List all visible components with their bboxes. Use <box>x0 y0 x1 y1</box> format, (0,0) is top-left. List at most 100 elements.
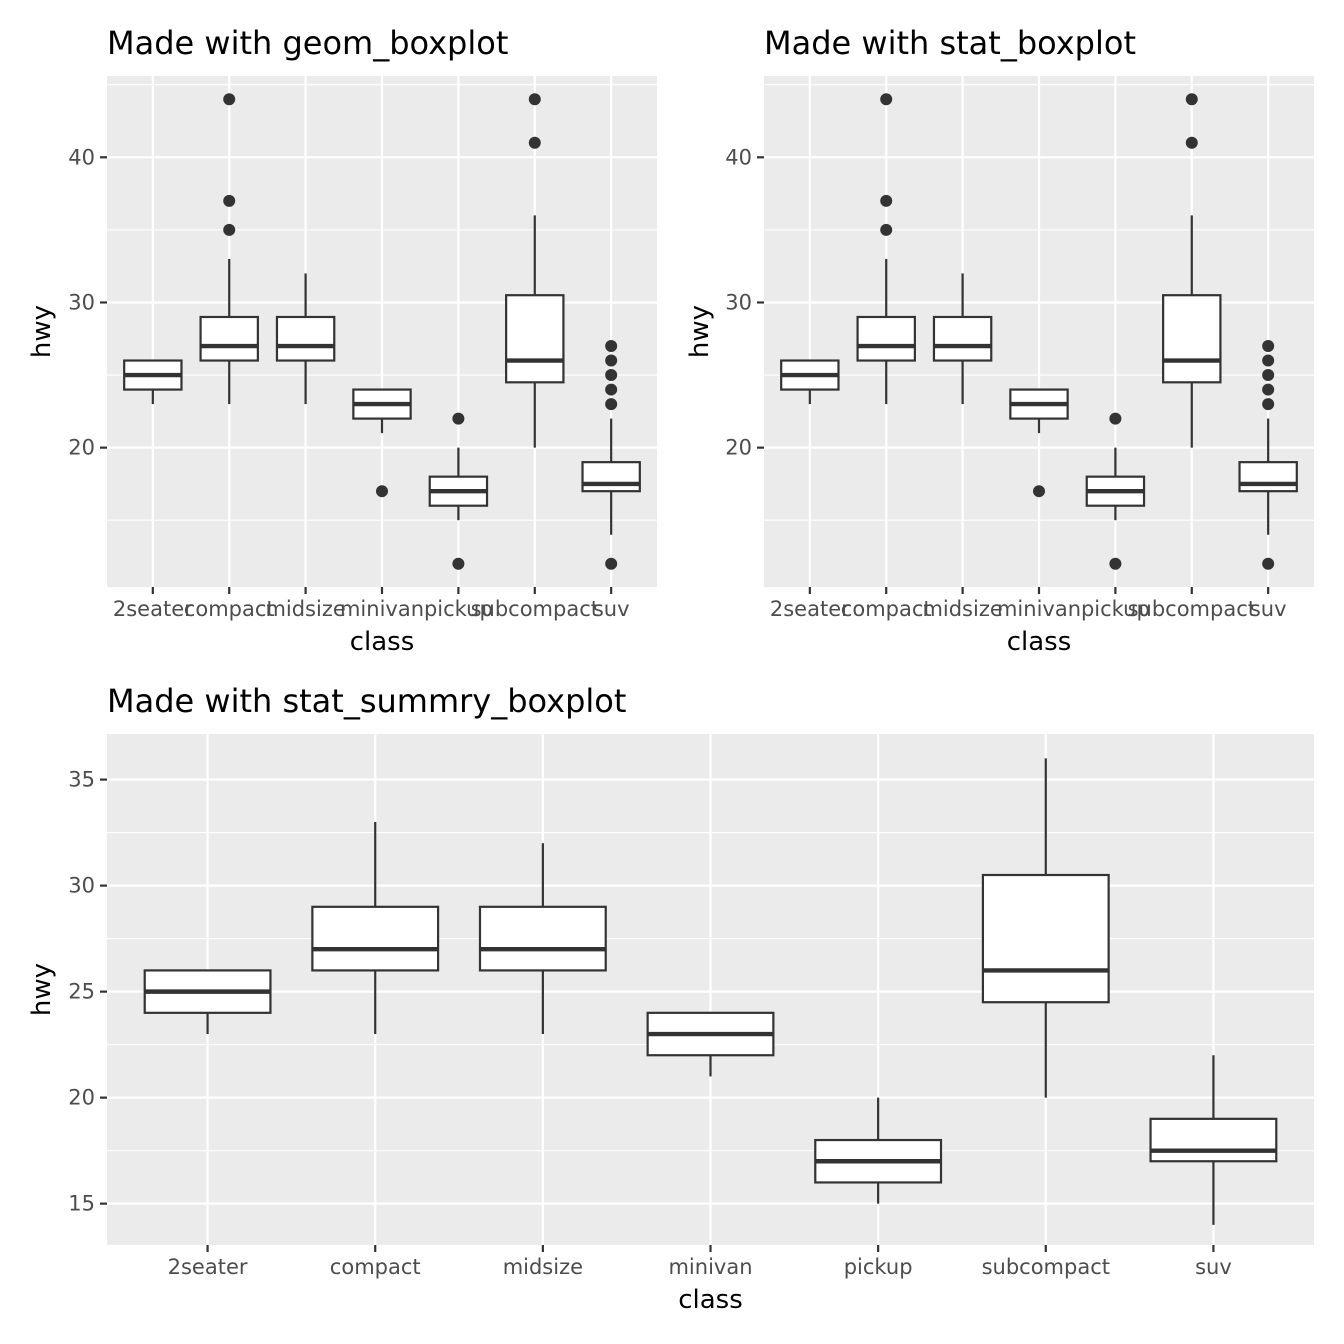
chart-title: Made with stat_summry_boxplot <box>107 682 626 720</box>
outlier-point <box>452 412 465 425</box>
x-tick-label: minivan <box>340 597 424 621</box>
box-suv <box>1149 1055 1278 1225</box>
box-body <box>932 315 993 362</box>
outlier-point <box>605 340 618 353</box>
x-tick-label: 2seater <box>168 1255 248 1279</box>
outlier-point <box>1262 354 1275 367</box>
x-tick-label: minivan <box>997 597 1081 621</box>
y-tick-label: 30 <box>725 290 752 314</box>
box-minivan <box>352 388 412 498</box>
outlier-point <box>880 93 893 106</box>
x-tick-label: pickup <box>844 1255 913 1279</box>
x-tick-label: compact <box>330 1255 421 1279</box>
y-tick-label: 30 <box>68 874 95 898</box>
outlier-point <box>528 93 541 106</box>
box-pickup <box>1085 412 1146 570</box>
x-tick-label: compact <box>841 597 932 621</box>
box-body <box>478 905 607 972</box>
outlier-point <box>1033 485 1045 498</box>
y-axis-title: hwy <box>27 963 57 1016</box>
outlier-point <box>452 557 465 570</box>
box-body <box>311 905 440 972</box>
y-tick-label: 20 <box>68 1086 95 1110</box>
y-tick-label: 20 <box>68 436 95 460</box>
outlier-point <box>1109 557 1122 570</box>
y-tick-label: 20 <box>725 436 752 460</box>
box-compact <box>199 93 259 405</box>
outlier-point <box>1262 398 1275 411</box>
chart-stat-boxplot: Made with stat_boxplot 20 30 40 2seatercompa… <box>685 24 1314 657</box>
y-tick-label: 30 <box>68 290 95 314</box>
box-subcompact <box>981 758 1110 1098</box>
box-midsize <box>478 843 607 1035</box>
x-tick-label: midsize <box>503 1255 583 1279</box>
outlier-point <box>223 194 236 207</box>
outlier-point <box>1262 369 1275 382</box>
outlier-point <box>880 223 893 236</box>
y-axis-title: hwy <box>27 305 57 358</box>
box-pickup <box>428 412 489 570</box>
outlier-point <box>605 369 618 382</box>
y-tick-label: 35 <box>68 768 95 792</box>
x-tick-label: midsize <box>265 597 345 621</box>
x-tick-label: 2seater <box>113 597 193 621</box>
x-tick-label: suv <box>1250 597 1287 621</box>
y-tick-label: 40 <box>725 145 752 169</box>
box-2seater <box>143 969 272 1035</box>
outlier-point <box>605 354 618 367</box>
box-body <box>505 294 565 384</box>
outlier-point <box>1262 340 1275 353</box>
x-tick-label: subcompact <box>471 597 599 621</box>
outlier-point <box>605 398 618 411</box>
outlier-point <box>223 223 236 236</box>
y-tick-label: 40 <box>68 145 95 169</box>
box-minivan <box>1009 388 1069 498</box>
x-axis-title: class <box>350 627 415 657</box>
x-tick-label: minivan <box>668 1255 752 1279</box>
box-body <box>1238 461 1298 493</box>
x-axis-title: class <box>678 1285 743 1315</box>
box-pickup <box>814 1097 943 1204</box>
box-body <box>581 461 641 493</box>
outlier-point <box>1185 93 1198 106</box>
outlier-point <box>1109 412 1122 425</box>
box-midsize <box>932 273 993 405</box>
x-tick-label: 2seater <box>770 597 850 621</box>
box-body <box>1162 294 1222 384</box>
box-suv <box>581 340 641 570</box>
chart-stat-summry-boxplot: Made with stat_summry_boxplot 15 20 25 30 35 2… <box>27 682 1314 1315</box>
outlier-point <box>605 557 618 570</box>
box-subcompact <box>1162 93 1222 448</box>
y-tick-label: 25 <box>68 980 95 1004</box>
outlier-point <box>880 194 893 207</box>
outlier-point <box>376 485 388 498</box>
y-axis-title: hwy <box>685 305 715 358</box>
box-suv <box>1238 340 1298 570</box>
x-tick-label: midsize <box>922 597 1002 621</box>
box-subcompact <box>505 93 565 448</box>
x-tick-label: suv <box>593 597 630 621</box>
box-body <box>981 873 1110 1004</box>
x-tick-label: suv <box>1195 1255 1232 1279</box>
chart-title: Made with stat_boxplot <box>764 24 1136 62</box>
x-axis-title: class <box>1007 627 1072 657</box>
outlier-point <box>605 383 618 396</box>
outlier-point <box>1185 136 1198 149</box>
box-body <box>856 315 916 362</box>
chart-geom-boxplot: Made with geom_boxplot 20 30 40 2seatercompa… <box>27 24 657 657</box>
x-tick-label: subcompact <box>982 1255 1110 1279</box>
outlier-point <box>528 136 541 149</box>
chart-title: Made with geom_boxplot <box>107 24 508 62</box>
x-tick-label: pickup <box>424 597 493 621</box>
box-body <box>1149 1117 1278 1163</box>
box-body <box>275 315 336 362</box>
x-tick-label: compact <box>184 597 275 621</box>
x-tick-label: pickup <box>1081 597 1150 621</box>
box-midsize <box>275 273 336 405</box>
box-body <box>199 315 259 362</box>
box-2seater <box>123 359 183 405</box>
y-tick-label: 15 <box>68 1192 95 1216</box>
outlier-point <box>1262 557 1275 570</box>
box-compact <box>311 821 440 1035</box>
